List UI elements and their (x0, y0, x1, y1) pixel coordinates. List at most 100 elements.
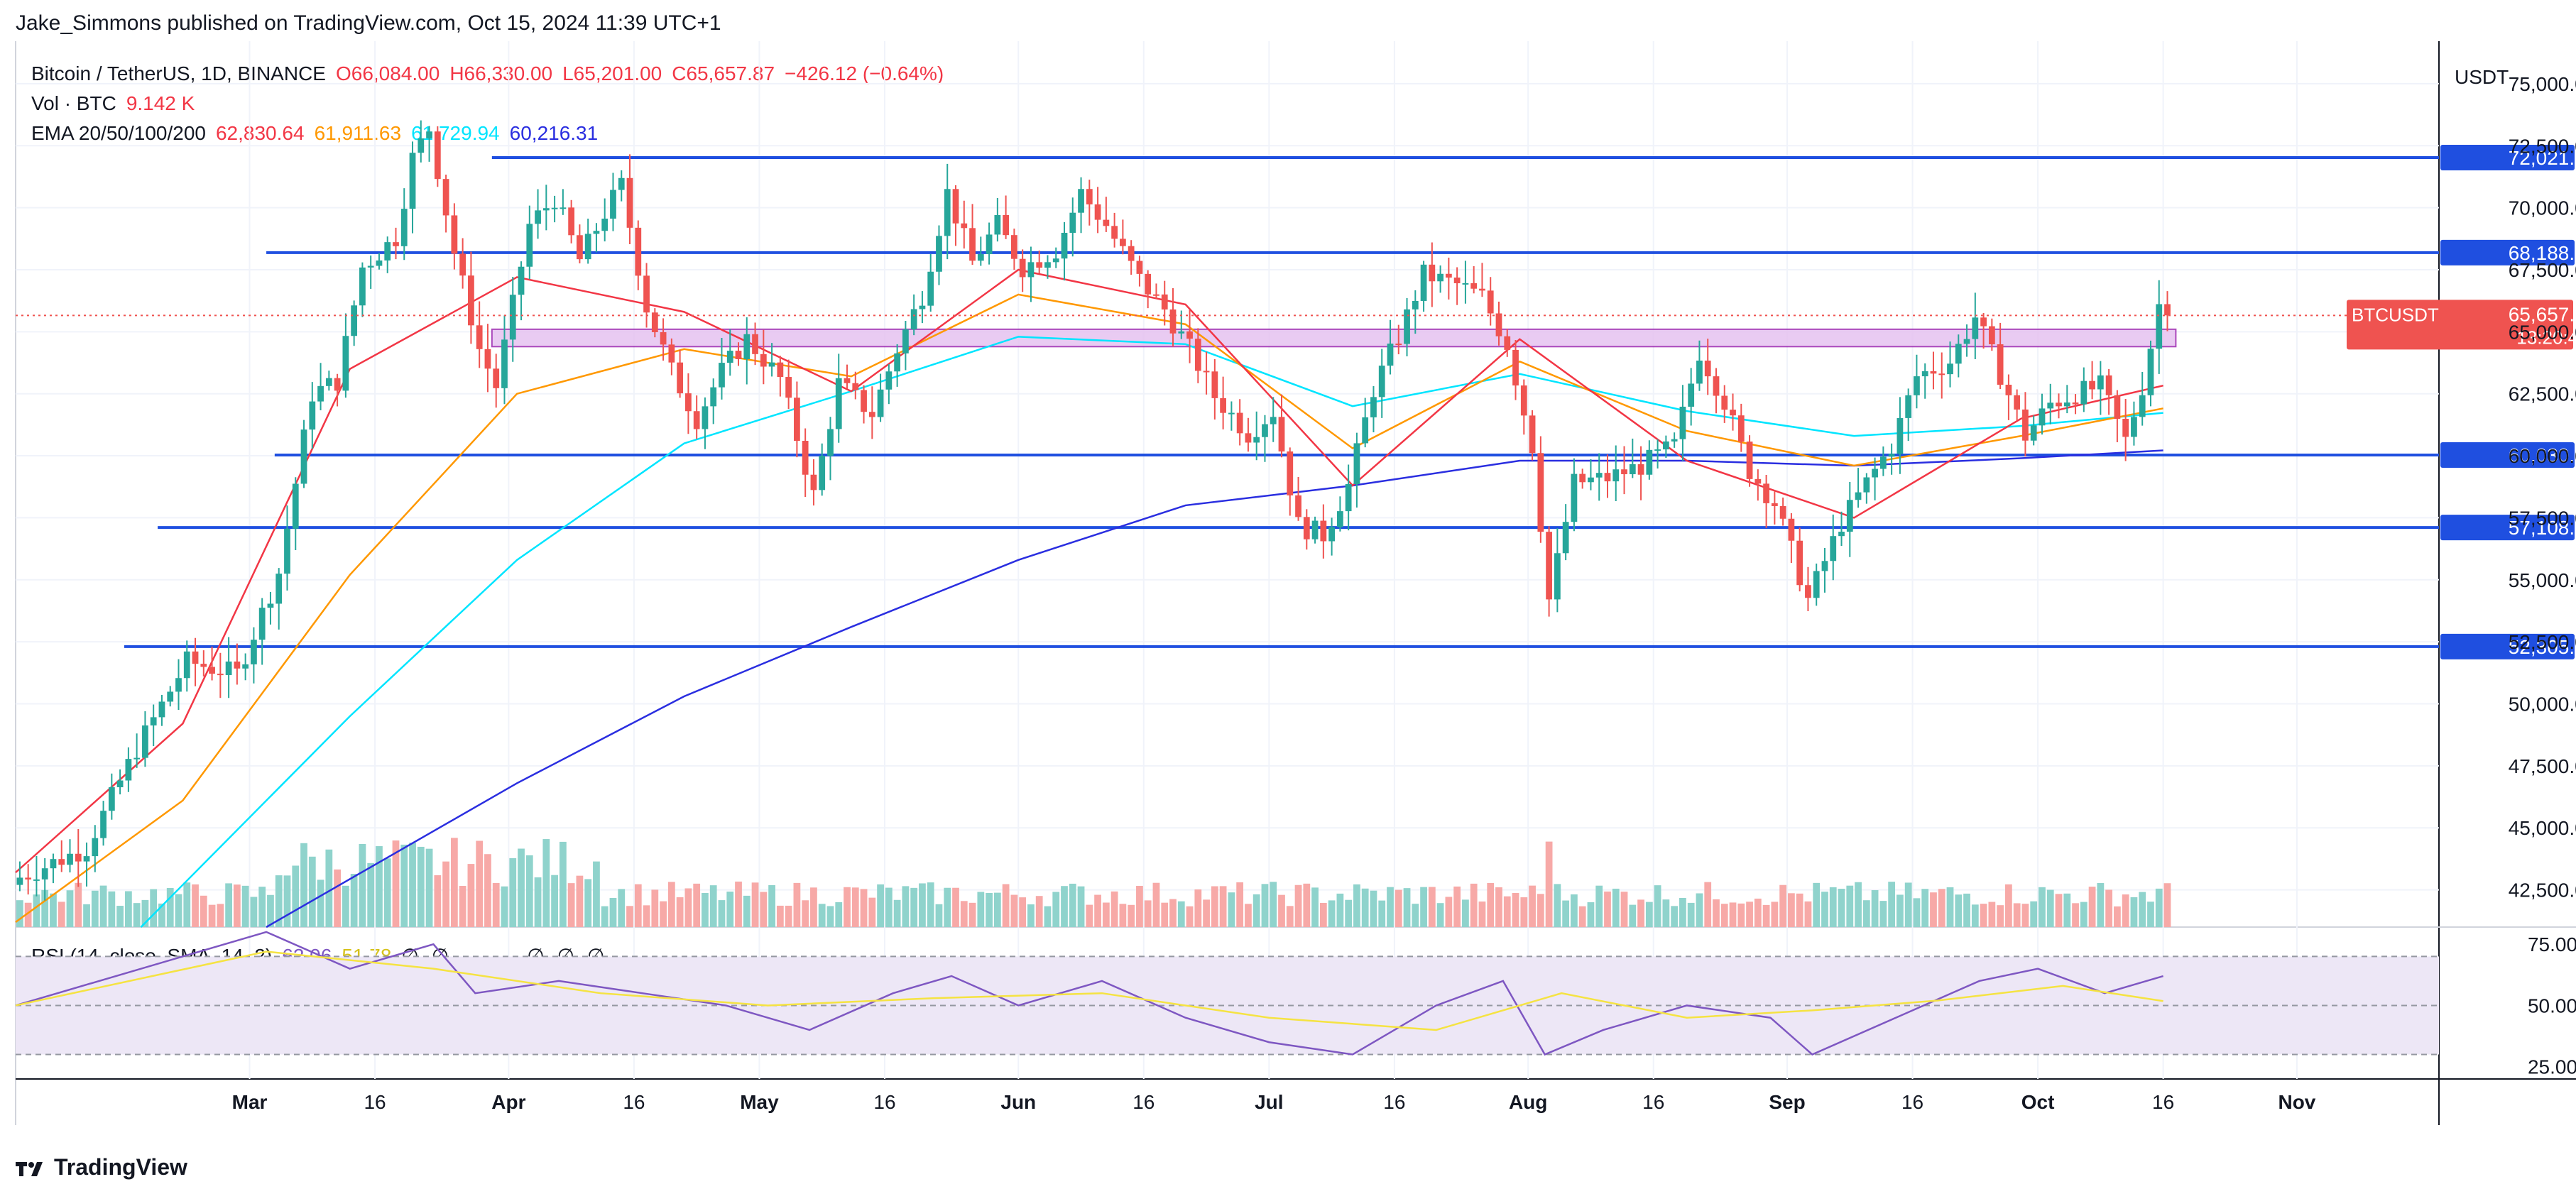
candle-body[interactable] (844, 378, 851, 383)
candle-body[interactable] (1069, 212, 1076, 233)
candle-body[interactable] (626, 177, 633, 228)
candle-body[interactable] (100, 811, 107, 838)
candle-body[interactable] (584, 234, 591, 260)
candle-body[interactable] (1387, 344, 1394, 366)
candle-body[interactable] (1203, 371, 1210, 373)
candle-body[interactable] (1169, 309, 1177, 334)
tradingview-brand[interactable]: TradingView (16, 1154, 187, 1180)
candle-body[interactable] (1011, 235, 1017, 259)
candle-body[interactable] (1595, 473, 1603, 478)
candle-body[interactable] (610, 190, 616, 219)
candle-body[interactable] (116, 780, 124, 788)
candle-body[interactable] (33, 879, 40, 881)
candle-body[interactable] (1429, 264, 1436, 282)
candle-body[interactable] (1194, 339, 1201, 371)
candle-body[interactable] (108, 787, 115, 811)
candle-body[interactable] (668, 344, 675, 363)
candle-body[interactable] (1520, 385, 1527, 416)
candle-body[interactable] (334, 378, 341, 391)
candle-body[interactable] (1955, 344, 1962, 364)
candle-body[interactable] (142, 725, 148, 758)
candle-body[interactable] (1311, 520, 1319, 539)
candle-body[interactable] (75, 853, 82, 862)
candle-body[interactable] (568, 207, 575, 236)
candle-body[interactable] (2089, 380, 2095, 390)
candle-body[interactable] (133, 757, 141, 760)
candle-body[interactable] (726, 351, 733, 363)
candle-body[interactable] (1813, 571, 1820, 598)
candle-body[interactable] (2080, 380, 2087, 405)
candle-body[interactable] (1704, 361, 1711, 377)
candle-body[interactable] (927, 271, 934, 306)
candle-body[interactable] (1136, 261, 1143, 274)
candle-body[interactable] (1621, 469, 1627, 475)
candle-body[interactable] (743, 334, 751, 359)
candle-body[interactable] (1838, 532, 1845, 537)
candle-body[interactable] (459, 253, 466, 276)
candle-body[interactable] (1278, 417, 1285, 451)
candle-body[interactable] (300, 429, 307, 484)
candle-body[interactable] (1462, 283, 1469, 285)
candle-body[interactable] (1495, 313, 1502, 336)
legend-ema-label[interactable]: EMA 20/50/100/200 (31, 122, 206, 144)
candle-body[interactable] (41, 868, 48, 880)
candle-body[interactable] (242, 664, 249, 669)
candle-body[interactable] (16, 877, 23, 885)
candle-body[interactable] (501, 339, 508, 388)
legend-symbol[interactable]: Bitcoin / TetherUS, 1D, BINANCE (31, 62, 326, 84)
candle-body[interactable] (2039, 408, 2046, 426)
candle-body[interactable] (1546, 532, 1552, 600)
candle-body[interactable] (342, 336, 349, 391)
candle-body[interactable] (944, 189, 951, 236)
candle-body[interactable] (760, 354, 767, 367)
candle-body[interactable] (1537, 453, 1544, 532)
candle-body[interactable] (1094, 204, 1101, 220)
candle-body[interactable] (468, 275, 474, 326)
candle-body[interactable] (1479, 288, 1485, 291)
candle-body[interactable] (1378, 366, 1385, 398)
candle-body[interactable] (1353, 443, 1360, 484)
candle-body[interactable] (2005, 384, 2012, 395)
candle-body[interactable] (417, 138, 425, 153)
candle-body[interactable] (593, 231, 600, 234)
candle-body[interactable] (1846, 500, 1853, 532)
candle-body[interactable] (994, 214, 1001, 235)
candle-body[interactable] (409, 153, 416, 209)
candle-body[interactable] (1086, 189, 1093, 204)
candle-body[interactable] (284, 528, 290, 574)
candle-body[interactable] (651, 312, 658, 333)
candle-body[interactable] (1997, 344, 2004, 385)
candle-body[interactable] (635, 227, 642, 276)
candle-body[interactable] (451, 215, 458, 254)
candle-body[interactable] (1879, 456, 1887, 469)
candle-body[interactable] (852, 383, 859, 390)
candle-body[interactable] (693, 411, 700, 429)
candle-body[interactable] (50, 859, 57, 869)
candle-body[interactable] (384, 242, 391, 261)
candle-body[interactable] (1872, 469, 1878, 478)
candle-body[interactable] (1178, 331, 1185, 334)
candle-body[interactable] (158, 701, 165, 718)
candle-body[interactable] (660, 332, 667, 345)
candle-body[interactable] (969, 228, 976, 261)
candle-body[interactable] (1111, 226, 1118, 239)
candle-body[interactable] (1412, 300, 1419, 309)
candle-body[interactable] (1328, 527, 1335, 542)
candle-body[interactable] (526, 224, 533, 267)
candle-body[interactable] (2047, 402, 2054, 409)
candle-body[interactable] (794, 398, 800, 442)
candle-body[interactable] (551, 207, 558, 209)
candle-body[interactable] (1629, 464, 1636, 475)
candle-body[interactable] (1052, 258, 1059, 263)
candle-body[interactable] (1637, 464, 1644, 475)
candle-body[interactable] (1754, 478, 1762, 484)
candle-body[interactable] (894, 353, 901, 372)
candle-body[interactable] (1120, 239, 1126, 246)
candle-body[interactable] (1980, 317, 1987, 327)
candle-body[interactable] (2056, 402, 2062, 407)
candle-body[interactable] (1236, 412, 1243, 434)
candle-body[interactable] (2131, 417, 2137, 437)
candle-body[interactable] (2147, 349, 2154, 395)
candle-body[interactable] (1153, 294, 1159, 296)
candle-body[interactable] (1336, 511, 1343, 527)
